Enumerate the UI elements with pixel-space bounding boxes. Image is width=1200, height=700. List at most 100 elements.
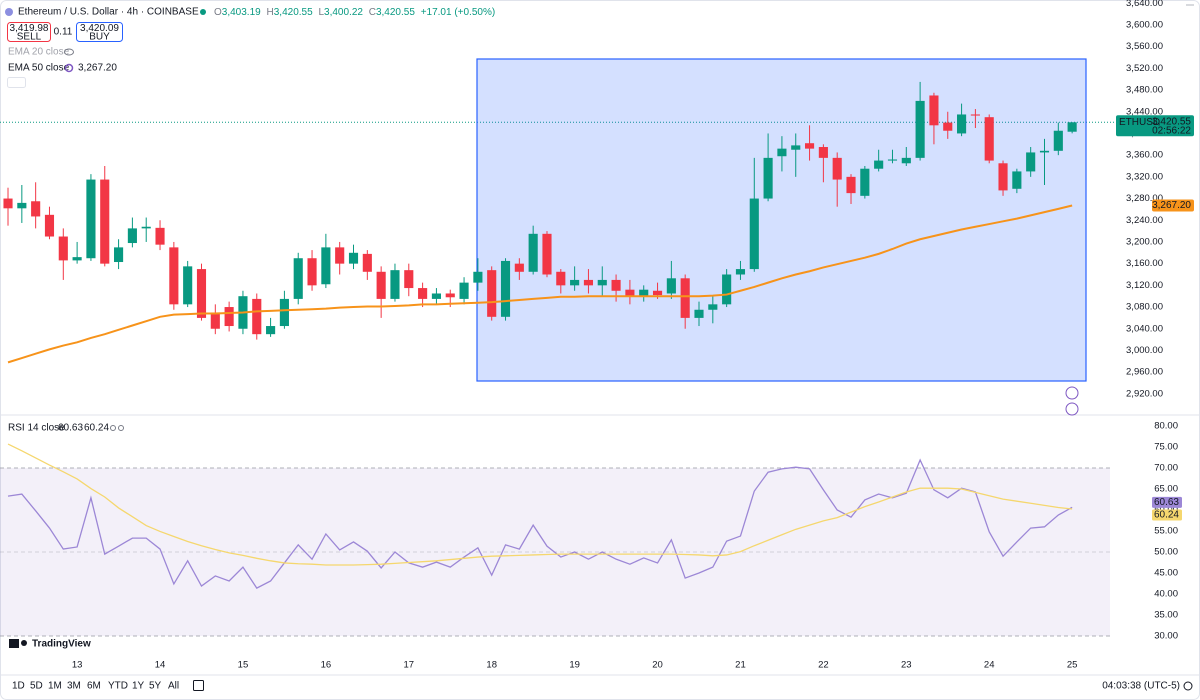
sell-label: SELL — [17, 32, 42, 43]
candle-body — [832, 157, 842, 180]
candle-body — [31, 201, 41, 217]
x-tick-label: 22 — [818, 660, 829, 671]
calendar-icon[interactable] — [193, 680, 204, 691]
y-tick-label: 3,160.00 — [1126, 258, 1163, 269]
x-tick-label: 23 — [901, 660, 912, 671]
candle-body — [570, 279, 580, 286]
y-tick-label: 3,120.00 — [1126, 280, 1163, 291]
ohlc-key: H — [267, 7, 274, 18]
candle-body — [583, 279, 594, 286]
ohlc-key: C — [369, 7, 376, 18]
sell-price: 3,419.98 — [10, 23, 49, 34]
sell-button[interactable] — [7, 22, 51, 42]
y-tick-label: 3,080.00 — [1126, 302, 1163, 313]
ohlc-key: O — [214, 7, 222, 18]
x-tick-label: 19 — [569, 660, 580, 671]
candle-body — [266, 326, 276, 335]
x-tick-label: 20 — [652, 660, 663, 671]
candle-body — [846, 176, 856, 194]
y-tick-label: 3,520.00 — [1126, 63, 1163, 74]
candle-body — [763, 157, 773, 199]
brand: TradingView — [32, 639, 91, 650]
candle-body — [708, 304, 718, 310]
candle-body — [1067, 122, 1077, 132]
buy-price: 3,420.09 — [80, 23, 119, 34]
candle-body — [127, 228, 137, 244]
range-button[interactable]: 5Y — [149, 681, 162, 692]
indicator-hidden[interactable]: EMA 20 close — [8, 47, 70, 58]
candle-body — [100, 179, 110, 264]
range-button[interactable]: YTD — [108, 681, 128, 692]
candle-body — [445, 293, 455, 298]
candle-body — [957, 114, 967, 134]
ohlc-key: L — [318, 7, 324, 18]
candle-body — [418, 288, 428, 299]
candle-body — [431, 293, 441, 299]
settings-icon[interactable] — [1183, 681, 1193, 691]
last-price-tag — [1116, 115, 1194, 137]
na-icon — [110, 425, 116, 431]
candle-body — [114, 247, 124, 263]
ema-tag-label: 3,267.20 — [1152, 200, 1191, 211]
candle-body — [528, 233, 538, 272]
candle-body — [860, 168, 870, 196]
candle-body — [694, 309, 704, 318]
buy-label: BUY — [89, 32, 110, 43]
candle-body — [210, 312, 220, 329]
candle-body — [17, 202, 27, 209]
indicator-icon[interactable] — [64, 63, 74, 73]
y-tick-label: 3,240.00 — [1126, 215, 1163, 226]
candle-body — [335, 247, 345, 264]
candle-body — [722, 274, 732, 305]
candle-body — [818, 147, 828, 158]
candle-body — [1053, 130, 1063, 151]
lightning-icon[interactable] — [1065, 402, 1079, 416]
ema-line — [7, 204, 1073, 364]
y-tick-label: 2,960.00 — [1126, 367, 1163, 378]
rsi-title: RSI 14 close — [8, 423, 65, 434]
candle-body — [348, 252, 359, 264]
countdown: 02:56:22 — [1152, 125, 1191, 136]
ohlc-value: 3,420.55 — [274, 7, 313, 18]
symbol-icon — [5, 8, 13, 16]
candle-body — [500, 260, 511, 317]
candle-body — [984, 117, 994, 161]
buy-button[interactable] — [76, 22, 123, 42]
collapse-button[interactable] — [7, 77, 26, 88]
y-tick-label: 3,360.00 — [1126, 150, 1163, 161]
y-tick-label: 40.00 — [1154, 589, 1178, 600]
candle-body — [749, 198, 759, 270]
candle-body — [652, 290, 663, 296]
drawn-rectangle[interactable] — [476, 58, 1087, 382]
range-button[interactable]: 1Y — [132, 681, 145, 692]
candle-body — [887, 159, 898, 161]
add-alert-icon[interactable] — [1065, 386, 1079, 400]
x-tick-label: 14 — [155, 660, 166, 671]
range-button[interactable]: All — [168, 681, 179, 692]
range-button[interactable]: 1M — [48, 681, 62, 692]
candle-body — [279, 298, 289, 327]
indicator-name[interactable]: EMA 50 close — [8, 63, 70, 74]
x-tick-label: 16 — [321, 660, 332, 671]
y-tick-label: 50.00 — [1154, 547, 1178, 558]
rsi-ma-value: 60.24 — [84, 423, 109, 434]
range-button[interactable]: 3M — [67, 681, 81, 692]
candle-body — [625, 289, 635, 297]
eye-icon[interactable] — [64, 48, 74, 56]
candle-body — [970, 114, 980, 116]
range-button[interactable]: 5D — [30, 681, 43, 692]
candle-body — [307, 258, 317, 286]
rsi-tag-label: 60.24 — [1154, 510, 1179, 521]
x-tick-label: 15 — [238, 660, 249, 671]
ohlc-value: 3,420.55 — [376, 7, 415, 18]
rsi-value: 60.63 — [58, 423, 83, 434]
range-button[interactable]: 1D — [12, 681, 25, 692]
candle-body — [58, 236, 68, 261]
symbol-title[interactable]: Ethereum / U.S. Dollar · 4h · COINBASE — [18, 7, 199, 18]
candle-body — [943, 122, 953, 131]
y-tick-label: 80.00 — [1154, 421, 1178, 432]
candle-body — [1012, 171, 1022, 189]
range-button[interactable]: 6M — [87, 681, 101, 692]
x-tick-label: 21 — [735, 660, 746, 671]
